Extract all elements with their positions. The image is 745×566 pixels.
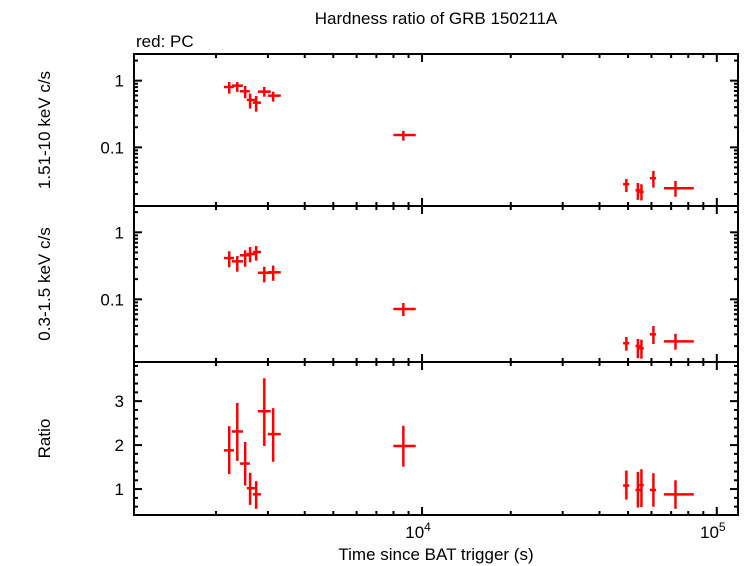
data-point	[623, 178, 630, 193]
data-point	[257, 266, 271, 283]
data-point	[635, 183, 641, 200]
data-point	[252, 95, 262, 112]
data-point	[246, 472, 255, 505]
x-tick-exponent: 4	[424, 520, 431, 534]
data-point	[639, 184, 644, 201]
data-point	[246, 93, 255, 109]
data-point	[393, 425, 416, 467]
data-point	[223, 426, 235, 475]
chart-subtitle: red: PC	[136, 32, 194, 51]
data-point	[663, 180, 694, 197]
data-point	[239, 442, 250, 486]
panel-3: 3 2 1 Ratio	[35, 361, 739, 516]
data-point	[393, 303, 416, 317]
data-point	[252, 246, 262, 261]
data-point	[252, 481, 262, 509]
data-point	[663, 480, 694, 509]
x-tick-label: 104	[405, 520, 431, 542]
panel-1: 1 0.1 1.51-10 keV c/s	[35, 53, 739, 207]
x-tick-exponent: 5	[719, 520, 726, 534]
data-point	[267, 408, 281, 462]
data-point	[623, 336, 630, 351]
data-point	[649, 170, 657, 188]
panel-frame	[133, 53, 739, 207]
data-point	[267, 265, 281, 281]
y-axis-label: Ratio	[35, 419, 54, 459]
y-tick-label: 2	[115, 436, 124, 455]
data-point	[257, 378, 271, 446]
data-point	[223, 81, 235, 94]
data-point	[639, 469, 644, 508]
y-tick-label: 0.1	[100, 138, 124, 157]
panel-frame	[133, 361, 739, 516]
x-tick-base: 10	[405, 523, 424, 542]
data-point	[239, 250, 250, 267]
data-point	[257, 86, 271, 97]
data-point	[639, 339, 644, 359]
chart-title: Hardness ratio of GRB 150211A	[315, 9, 558, 28]
data-point	[246, 247, 255, 263]
data-point	[267, 91, 281, 102]
y-tick-label: 1	[115, 223, 124, 242]
x-tick-label: 105	[700, 520, 726, 542]
data-point	[231, 81, 243, 92]
y-axis-label: 1.51-10 keV c/s	[35, 71, 54, 189]
x-axis-label: Time since BAT trigger (s)	[338, 545, 533, 564]
data-point	[231, 402, 243, 461]
data-point	[623, 470, 630, 500]
panel-frame	[133, 205, 739, 363]
data-point	[663, 333, 694, 350]
data-point	[239, 85, 250, 99]
y-tick-label: 0.1	[100, 290, 124, 309]
panel-2: 1 0.1 0.3-1.5 keV c/s	[35, 205, 739, 363]
data-point	[635, 338, 641, 359]
y-tick-label: 1	[115, 480, 124, 499]
data-point	[223, 251, 235, 268]
y-axis-label: 0.3-1.5 keV c/s	[35, 227, 54, 340]
data-point	[393, 130, 416, 141]
y-tick-label: 3	[115, 392, 124, 411]
data-point	[231, 256, 243, 272]
x-tick-base: 10	[700, 523, 719, 542]
y-tick-label: 1	[115, 72, 124, 91]
data-point	[635, 471, 641, 508]
data-point	[649, 326, 657, 345]
data-point	[649, 473, 657, 507]
